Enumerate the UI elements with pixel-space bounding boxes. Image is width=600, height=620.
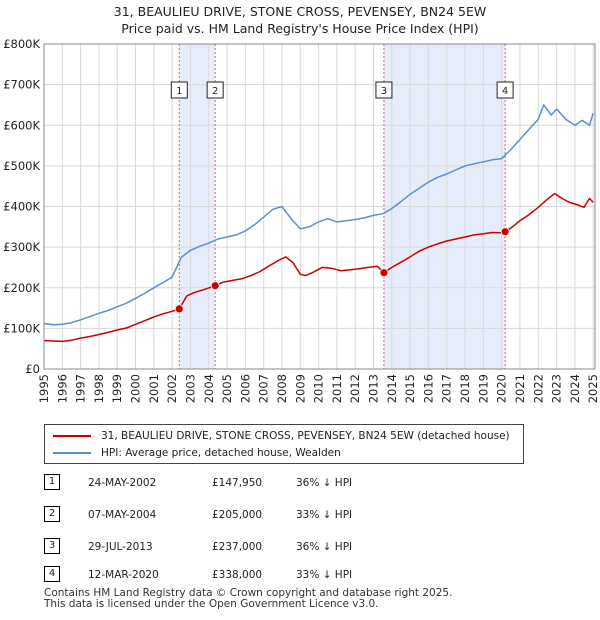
y-tick-label: £100K [3, 321, 40, 335]
sale-point [210, 281, 220, 291]
x-tick-label: 2011 [330, 374, 344, 403]
x-tick-label: 2006 [238, 374, 252, 403]
y-tick-label: £400K [3, 200, 40, 214]
x-tick-label: 1998 [92, 374, 106, 403]
transaction-hpi: 33% ↓ HPI [296, 509, 353, 521]
chart-title: 31, BEAULIEU DRIVE, STONE CROSS, PEVENSE… [113, 4, 487, 19]
transaction-badge: 2 [44, 506, 60, 522]
x-tick-label: 2016 [421, 374, 435, 403]
sale-point [174, 304, 184, 314]
series-line-hpi [43, 104, 594, 326]
sale-marker-badge [496, 81, 514, 99]
y-tick-label: £200K [3, 281, 40, 295]
transaction-badge: 1 [44, 474, 60, 490]
transaction-price: £147,950 [212, 477, 263, 489]
x-tick-label: 2022 [531, 374, 545, 403]
footer-attribution: Contains HM Land Registry data © Crown c… [44, 588, 452, 610]
x-tick-label: 2012 [348, 374, 362, 403]
sale-marker-badge [206, 81, 224, 99]
x-tick-label: 2024 [568, 374, 582, 403]
transaction-badge: 3 [44, 538, 60, 554]
transaction-date: 24-MAY-2002 [88, 477, 157, 489]
legend-item-hpi: HPI: Average price, detached house, Weal… [53, 445, 341, 461]
y-tick-label: £500K [3, 159, 40, 173]
x-tick-label: 2017 [440, 374, 454, 403]
y-tick-label: £300K [3, 240, 40, 254]
legend-label-property: 31, BEAULIEU DRIVE, STONE CROSS, PEVENSE… [101, 430, 510, 442]
x-tick-label: 2009 [293, 374, 307, 403]
transaction-hpi: 33% ↓ HPI [296, 569, 353, 581]
legend-swatch-hpi [53, 452, 91, 454]
legend: 31, BEAULIEU DRIVE, STONE CROSS, PEVENSE… [44, 424, 524, 464]
y-tick-label: £800K [3, 37, 40, 51]
y-tick-label: £0 [25, 362, 40, 376]
legend-item-property: 31, BEAULIEU DRIVE, STONE CROSS, PEVENSE… [53, 428, 510, 444]
transaction-hpi: 36% ↓ HPI [296, 541, 353, 553]
x-tick-label: 2021 [513, 374, 527, 403]
x-tick-label: 2010 [312, 374, 326, 403]
transaction-date: 29-JUL-2013 [88, 541, 153, 553]
x-tick-label: 2005 [220, 374, 234, 403]
y-tick-label: £700K [3, 78, 40, 92]
sale-marker-badge [375, 81, 393, 99]
x-tick-label: 1997 [74, 374, 88, 403]
x-tick-label: 2008 [275, 374, 289, 403]
x-tick-label: 2001 [147, 374, 161, 403]
x-tick-label: 2004 [202, 374, 216, 403]
series-line-property [43, 192, 594, 343]
sale-point [379, 268, 389, 278]
footer-line-2: This data is licensed under the Open Gov… [44, 598, 379, 610]
x-tick-label: 2018 [458, 374, 472, 403]
x-tick-label: 1995 [37, 374, 51, 403]
x-tick-label: 1996 [55, 374, 69, 403]
transaction-price: £205,000 [212, 509, 263, 521]
x-tick-label: 2007 [257, 374, 271, 403]
transaction-badge: 4 [44, 566, 60, 582]
sale-marker-label: 1 [176, 86, 182, 97]
x-tick-label: 1999 [110, 374, 124, 403]
x-tick-label: 2019 [476, 374, 490, 403]
legend-label-hpi: HPI: Average price, detached house, Weal… [101, 447, 341, 459]
sale-marker-label: 2 [212, 86, 218, 97]
plot-border [43, 43, 596, 370]
sale-marker-label: 3 [381, 86, 387, 97]
transaction-date: 12-MAR-2020 [88, 569, 159, 581]
y-tick-label: £600K [3, 118, 40, 132]
transaction-date: 07-MAY-2004 [88, 509, 157, 521]
transaction-price: £338,000 [212, 569, 263, 581]
x-tick-label: 2020 [495, 374, 509, 403]
transaction-hpi: 36% ↓ HPI [296, 477, 353, 489]
x-tick-label: 2023 [550, 374, 564, 403]
transaction-price: £237,000 [212, 541, 263, 553]
x-tick-label: 2002 [165, 374, 179, 403]
sale-marker-label: 4 [502, 86, 508, 97]
x-tick-label: 2014 [385, 374, 399, 403]
sale-point [500, 227, 510, 237]
x-tick-label: 2025 [586, 374, 600, 403]
x-tick-label: 2013 [367, 374, 381, 403]
chart-subtitle: Price paid vs. HM Land Registry's House … [121, 21, 479, 36]
footer-line-1: Contains HM Land Registry data © Crown c… [44, 587, 453, 599]
price-chart: £0 £100K £200K £300K £400K £500K £600K £700K £80… [3, 37, 600, 403]
legend-swatch-property [53, 435, 91, 437]
x-tick-label: 2000 [129, 374, 143, 403]
x-tick-label: 2003 [183, 374, 197, 403]
x-tick-label: 2015 [403, 374, 417, 403]
sale-marker-badge [170, 81, 188, 99]
